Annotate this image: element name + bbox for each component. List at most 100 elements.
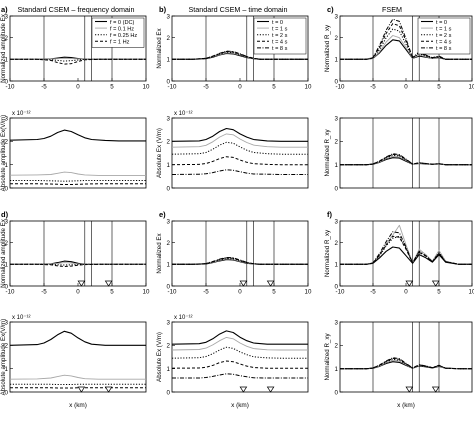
axes-frame-e2 <box>171 321 309 393</box>
y-tick-label-c-2: 2 <box>335 35 339 42</box>
y-tick-label-b2-1: 1 <box>167 162 171 169</box>
legend-box-a <box>91 17 145 48</box>
x-tick-label-d-4: 10 <box>143 289 150 296</box>
series-line-f-4 <box>340 231 472 265</box>
receiver-marker-f-1 <box>431 280 440 287</box>
receiver-marker-d2-0 <box>77 386 86 393</box>
legend-label-b-3: t = 4 s <box>272 40 288 46</box>
series-line-c-4 <box>340 18 472 60</box>
y-tick-label-a-3: 3 <box>5 13 9 20</box>
y-tick-label-f2-1: 1 <box>335 366 339 373</box>
x-tick-label-d-0: -10 <box>6 289 16 296</box>
series-line-b-4 <box>172 50 308 60</box>
series-line-b2-0 <box>171 127 308 142</box>
x-tick-label-f-0: -10 <box>336 289 346 296</box>
x-tick-label-e-1: -5 <box>203 289 209 296</box>
y-axis-label-b2: Absolute Ex (V/m) <box>156 128 163 178</box>
y-tick-label-d-3: 3 <box>5 218 9 225</box>
legend-label-c-4: t = 8 s <box>436 46 452 52</box>
x-tick-label-e-0: -10 <box>168 289 178 296</box>
y-tick-label-b2-0: 0 <box>167 185 171 192</box>
series-line-e-4 <box>172 256 308 265</box>
panel-label-c: c) <box>327 5 334 14</box>
panel-f2: 0 1 2 3 Normalized R_xyx (km) <box>324 319 473 409</box>
panel-label-a: a) <box>1 5 8 14</box>
y-tick-label-c2-1: 1 <box>335 162 339 169</box>
panel-e: 0 1 2 3 -10 -5 0 5 10 Normalized Ex e) <box>156 210 312 296</box>
series-line-b2-3 <box>171 156 308 166</box>
y-axis-label-c: Normalized R_xy <box>324 24 331 72</box>
panel-b2: 0 1 2 3x 10⁻¹² Absolute Ex (V/m) <box>156 111 309 192</box>
series-line-a2-2 <box>10 180 146 182</box>
series-line-e2-1 <box>171 336 308 351</box>
column-title-time: Standard CSEM – time domain <box>188 5 287 14</box>
y-tick-label-b2-2: 2 <box>167 139 171 146</box>
y-tick-label-e-1: 1 <box>167 262 171 269</box>
receiver-marker-d-1 <box>104 280 113 287</box>
x-tick-label-c-1: -5 <box>370 84 376 91</box>
y-tick-label-b2-3: 3 <box>167 115 171 122</box>
x-tick-label-f-1: -5 <box>370 289 376 296</box>
receiver-marker-d2-1 <box>104 386 113 393</box>
y-exponent-a2: x 10⁻¹² <box>12 111 31 117</box>
y-tick-label-b-1: 1 <box>167 57 171 64</box>
y-tick-label-b-3: 3 <box>167 13 171 20</box>
x-axis-label-f2: x (km) <box>397 402 415 409</box>
y-tick-label-e-2: 2 <box>167 240 171 247</box>
legend-label-c-3: t = 4 s <box>436 40 452 46</box>
series-line-e2-0 <box>171 330 308 345</box>
y-axis-label-a: Normalized amplitude Ex <box>0 13 7 83</box>
legend-label-a-3: f = 1 Hz <box>110 40 130 46</box>
legend-label-b-0: t = 0 <box>272 20 283 26</box>
legend-label-c-2: t = 2 s <box>436 33 452 39</box>
legend-label-b-1: t = 1 s <box>272 26 288 32</box>
y-tick-label-c-3: 3 <box>335 13 339 20</box>
y-tick-label-a-0: 0 <box>5 78 9 85</box>
y-tick-label-c-0: 0 <box>335 78 339 85</box>
panel-a2: 0 1 2 3x 10⁻¹² Absolute amplitude Ex(V/m) <box>0 111 147 192</box>
y-tick-label-c-1: 1 <box>335 57 339 64</box>
y-tick-label-f-3: 3 <box>335 218 339 225</box>
axes-frame-d2 <box>9 321 147 393</box>
axes-frame-a2 <box>9 117 147 189</box>
x-axis-label-e2: x (km) <box>231 402 249 409</box>
panel-d: 0 1 2 3 -10 -5 0 5 10 Normalized amplitude Exd) <box>0 210 150 296</box>
y-axis-label-f2: Normalized R_xy <box>324 333 331 381</box>
receiver-marker-d-0 <box>77 280 86 287</box>
panel-label-b: b) <box>159 5 167 14</box>
y-tick-label-e2-2: 2 <box>167 343 171 350</box>
x-tick-label-d-2: 0 <box>76 289 80 296</box>
y-tick-label-b-2: 2 <box>167 35 171 42</box>
y-axis-label-a2: Absolute amplitude Ex(V/m) <box>0 115 7 192</box>
series-line-d2-0 <box>9 330 146 346</box>
y-tick-label-a2-0: 0 <box>5 185 9 192</box>
panel-label-f: f) <box>327 210 332 219</box>
receiver-marker-f2-0 <box>405 386 414 393</box>
y-tick-label-b-0: 0 <box>167 78 171 85</box>
x-tick-label-f-4: 10 <box>469 289 474 296</box>
y-exponent-d2: x 10⁻¹² <box>12 315 31 321</box>
y-exponent-e2: x 10⁻¹² <box>174 315 193 321</box>
y-tick-label-f-2: 2 <box>335 240 339 247</box>
series-line-e2-2 <box>171 346 308 359</box>
panel-label-e: e) <box>159 210 166 219</box>
x-axis-label-d2: x (km) <box>69 402 87 409</box>
panel-c: 0 1 2 3 -10 -5 0 5 10 Normalized R_xy c) t = 0t = 1… <box>324 5 474 91</box>
x-tick-label-b-3: 5 <box>272 84 276 91</box>
y-tick-label-f2-0: 0 <box>335 389 339 396</box>
column-titles: Standard CSEM – frequency domain Standar… <box>17 5 402 14</box>
y-tick-label-f-1: 1 <box>335 262 339 269</box>
legend-label-a-2: f = 0.25 Hz <box>110 33 137 39</box>
y-axis-label-d2: Absolute amplitude Ex(V/m) <box>0 319 7 396</box>
y-axis-label-d: Normalized amplitude Ex <box>0 218 7 288</box>
y-tick-label-a-2: 2 <box>5 35 9 42</box>
legend-label-c-0: t = 0 <box>436 20 447 26</box>
x-tick-label-c-3: 5 <box>437 84 441 91</box>
x-tick-label-a-2: 0 <box>76 84 80 91</box>
series-line-b2-4 <box>171 169 308 175</box>
series-line-e2-4 <box>172 373 308 379</box>
y-axis-label-b: Normalized Ex <box>156 27 163 68</box>
column-title-frequency: Standard CSEM – frequency domain <box>17 5 134 14</box>
